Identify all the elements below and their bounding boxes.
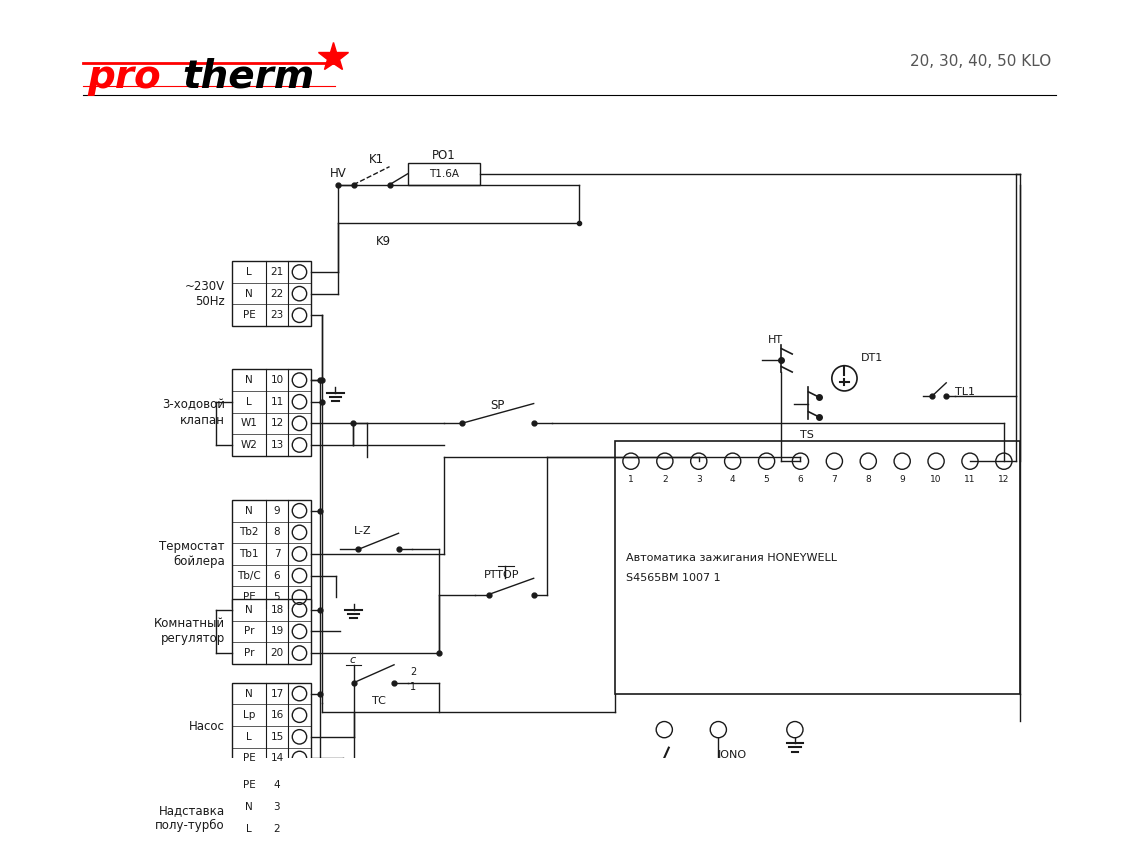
Text: 1: 1 (411, 682, 416, 692)
Text: Pr: Pr (244, 626, 254, 637)
Text: IONO: IONO (718, 750, 747, 759)
Text: 2: 2 (662, 475, 668, 483)
Text: HT: HT (768, 334, 782, 344)
Text: Насос: Насос (189, 720, 225, 733)
Text: HV: HV (330, 168, 347, 180)
Text: 4: 4 (273, 781, 280, 791)
Text: TL1: TL1 (955, 386, 975, 397)
Text: Tb1: Tb1 (239, 549, 259, 559)
Text: Tb2: Tb2 (239, 527, 259, 537)
Text: Надставка
полу-турбо: Надставка полу-турбо (155, 804, 225, 832)
Text: W1: W1 (240, 418, 257, 429)
Text: N: N (245, 506, 253, 516)
Text: 20, 30, 40, 50 KLO: 20, 30, 40, 50 KLO (911, 54, 1051, 69)
Text: therm: therm (183, 57, 314, 95)
Text: 1: 1 (628, 475, 634, 483)
Text: PE: PE (243, 754, 255, 764)
Text: N: N (245, 802, 253, 812)
Text: N: N (245, 605, 253, 615)
Bar (232, 370, 311, 456)
Text: 8: 8 (273, 527, 280, 537)
Text: c: c (350, 655, 356, 665)
Text: 7: 7 (831, 475, 837, 483)
Bar (407, 163, 480, 184)
Text: Pr: Pr (244, 648, 254, 658)
Text: PE: PE (243, 592, 255, 602)
Bar (232, 775, 311, 842)
Text: 3: 3 (273, 802, 280, 812)
Text: K1: K1 (369, 153, 383, 166)
Text: 2: 2 (273, 823, 280, 834)
Text: 6: 6 (797, 475, 803, 483)
Text: N: N (245, 376, 253, 385)
Text: L: L (246, 267, 252, 277)
Text: 3: 3 (696, 475, 702, 483)
Bar (232, 683, 311, 770)
Text: 12: 12 (998, 475, 1009, 483)
Bar (232, 261, 311, 326)
Text: Термостат
бойлера: Термостат бойлера (159, 540, 225, 568)
Text: 6: 6 (273, 571, 280, 581)
Text: DT1: DT1 (861, 353, 883, 363)
Text: 10: 10 (270, 376, 284, 385)
Text: Lp: Lp (243, 710, 255, 720)
Text: 7: 7 (273, 549, 280, 559)
Text: PO1: PO1 (432, 149, 456, 163)
Text: pro: pro (87, 57, 161, 95)
Text: L: L (246, 397, 252, 407)
Text: PE: PE (243, 310, 255, 320)
Text: 11: 11 (270, 397, 284, 407)
Text: 19: 19 (270, 626, 284, 637)
Text: Автоматика зажигания HONEYWELL: Автоматика зажигания HONEYWELL (626, 553, 837, 563)
Text: 15: 15 (270, 732, 284, 742)
Text: TS: TS (799, 430, 813, 440)
Text: 9: 9 (899, 475, 905, 483)
Text: L: L (246, 823, 252, 834)
Text: 10: 10 (930, 475, 942, 483)
Bar (232, 599, 311, 663)
Text: PTTOP: PTTOP (484, 570, 519, 579)
Bar (232, 500, 311, 608)
Text: 5: 5 (273, 592, 280, 602)
Text: 23: 23 (270, 310, 284, 320)
Text: L-Z: L-Z (354, 526, 371, 536)
Text: Комнатный
регулятор: Комнатный регулятор (153, 617, 225, 646)
Text: ~230V
50Hz: ~230V 50Hz (185, 280, 225, 307)
Text: 2: 2 (411, 667, 416, 677)
Text: L: L (246, 732, 252, 742)
Text: S4565BM 1007 1: S4565BM 1007 1 (626, 573, 720, 584)
Text: 12: 12 (270, 418, 284, 429)
Text: K9: K9 (376, 235, 391, 248)
Text: 4: 4 (730, 475, 736, 483)
Bar (615, 441, 1021, 694)
Text: SP: SP (490, 399, 505, 412)
Text: 8: 8 (865, 475, 871, 483)
Text: 11: 11 (964, 475, 975, 483)
Text: 5: 5 (763, 475, 770, 483)
Text: 14: 14 (270, 754, 284, 764)
Text: 20: 20 (270, 648, 284, 658)
Text: N: N (245, 689, 253, 699)
Text: 16: 16 (270, 710, 284, 720)
Text: 17: 17 (270, 689, 284, 699)
Text: T1.6A: T1.6A (429, 169, 458, 179)
Text: 18: 18 (270, 605, 284, 615)
Text: 9: 9 (273, 506, 280, 516)
Text: W2: W2 (240, 440, 257, 450)
Text: 22: 22 (270, 289, 284, 299)
Text: Tb/C: Tb/C (237, 571, 261, 581)
Text: PE: PE (243, 781, 255, 791)
Text: 13: 13 (270, 440, 284, 450)
Text: N: N (245, 289, 253, 299)
Text: 21: 21 (270, 267, 284, 277)
Text: 3-ходовой
клапан: 3-ходовой клапан (162, 398, 225, 427)
Text: TC: TC (372, 695, 386, 706)
